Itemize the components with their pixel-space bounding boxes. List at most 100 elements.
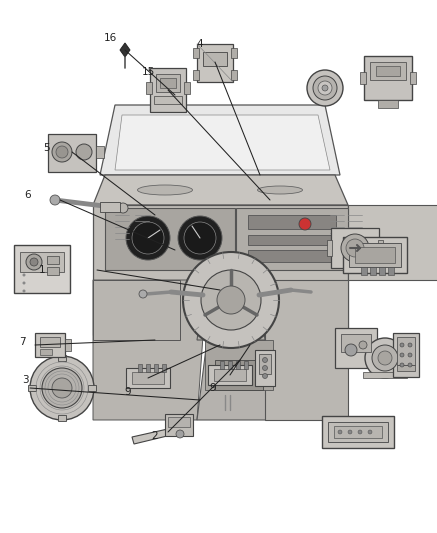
Bar [65,339,71,351]
Bar [154,364,158,372]
Circle shape [183,252,279,348]
Circle shape [52,378,72,398]
Polygon shape [93,205,348,335]
Bar [184,82,190,94]
Circle shape [408,353,412,357]
Polygon shape [93,280,207,420]
Bar [138,364,142,372]
Polygon shape [348,205,437,280]
Circle shape [368,430,372,434]
Bar [162,364,166,372]
Bar [397,365,415,371]
Circle shape [341,234,369,262]
Bar [248,215,336,229]
Circle shape [22,289,25,293]
Bar [328,422,388,442]
Circle shape [126,216,170,260]
Bar [203,52,227,66]
Polygon shape [105,208,235,270]
Bar [236,361,240,369]
Text: 16: 16 [104,33,117,43]
Circle shape [358,430,362,434]
Bar [244,361,248,369]
Bar [228,361,232,369]
Circle shape [313,76,337,100]
Circle shape [76,144,92,160]
Circle shape [263,374,267,378]
Bar [378,100,398,108]
Bar [193,48,199,58]
Circle shape [322,85,328,91]
Bar [47,267,59,275]
Bar [363,372,407,378]
Bar [96,146,104,158]
Circle shape [42,368,82,408]
Polygon shape [93,175,348,205]
Text: 4: 4 [197,39,203,49]
Polygon shape [100,105,340,175]
Circle shape [56,146,68,158]
Bar [40,337,60,347]
Bar [35,333,65,357]
Text: 2: 2 [152,431,158,441]
Circle shape [359,341,367,349]
Bar [132,372,164,384]
Bar [58,355,66,361]
Circle shape [348,430,352,434]
Circle shape [408,343,412,347]
Polygon shape [120,43,130,57]
Bar [165,414,193,436]
Bar [150,68,186,112]
Bar [355,247,395,263]
Bar [322,416,394,448]
Bar [370,267,376,275]
Circle shape [400,363,404,367]
Bar [231,48,237,58]
Circle shape [263,358,267,362]
Bar [410,72,416,84]
Bar [255,350,275,386]
Bar [334,426,382,438]
Circle shape [118,203,128,213]
Ellipse shape [138,185,193,195]
Circle shape [30,356,94,420]
Text: 6: 6 [24,190,31,200]
Circle shape [345,344,357,356]
Bar [168,417,190,427]
Bar [393,333,419,377]
Circle shape [400,353,404,357]
Circle shape [346,239,364,257]
Circle shape [201,270,261,330]
Polygon shape [236,208,348,270]
Bar [40,349,52,355]
Circle shape [52,142,72,162]
Text: 5: 5 [43,143,49,153]
Bar [335,328,377,368]
Text: 1: 1 [39,265,45,275]
Bar [376,66,400,76]
Bar [327,240,332,256]
Bar [331,228,379,268]
Bar [205,340,273,390]
Bar [248,235,336,245]
Circle shape [26,254,42,270]
Bar [28,385,36,391]
Bar [364,56,412,100]
Circle shape [378,351,392,365]
Circle shape [50,195,60,205]
Bar [100,202,120,212]
Circle shape [30,258,38,266]
Circle shape [408,363,412,367]
Circle shape [22,273,25,277]
Circle shape [184,222,216,254]
Circle shape [132,222,164,254]
Bar [370,62,406,80]
Bar [146,82,152,94]
Bar [156,74,180,92]
Text: 15: 15 [142,67,155,77]
Text: 9: 9 [210,383,216,393]
Circle shape [372,345,398,371]
Polygon shape [132,424,192,444]
Text: 3: 3 [22,375,28,385]
Bar [397,337,415,365]
